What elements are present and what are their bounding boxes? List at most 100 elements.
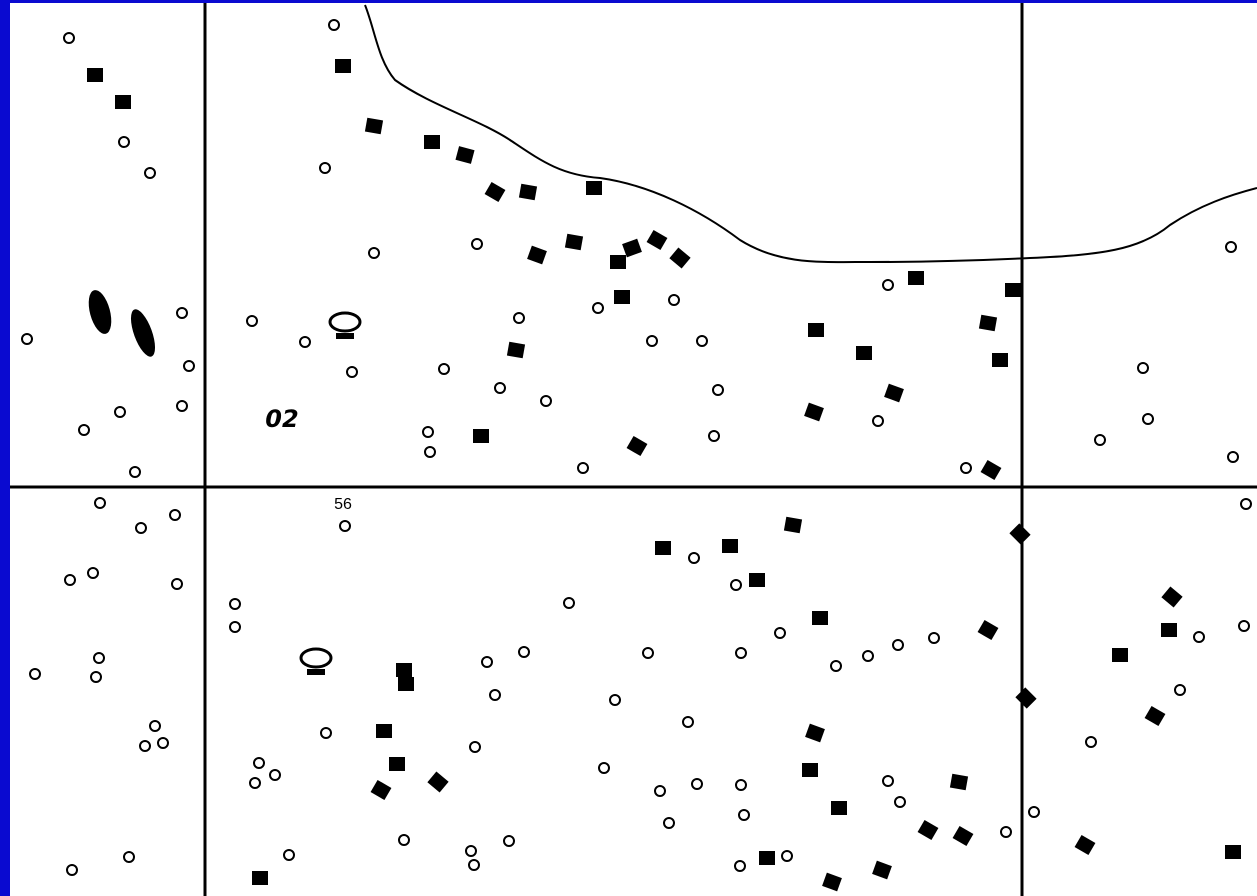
building	[518, 183, 538, 201]
pond	[88, 290, 112, 334]
point-symbol	[774, 627, 786, 639]
tank-symbol	[328, 311, 362, 333]
point-symbol	[346, 366, 358, 378]
building	[992, 353, 1008, 367]
building	[812, 611, 828, 625]
building	[455, 146, 475, 164]
coastline	[364, 4, 1257, 264]
building	[370, 779, 392, 801]
point-symbol	[892, 639, 904, 651]
point-symbol	[328, 19, 340, 31]
map: 02 56	[10, 3, 1257, 896]
map-label: 02	[265, 405, 298, 433]
point-symbol	[183, 360, 195, 372]
point-symbol	[319, 162, 331, 174]
point-symbol	[563, 597, 575, 609]
point-symbol	[299, 336, 311, 348]
point-symbol	[438, 363, 450, 375]
building	[564, 233, 584, 251]
point-symbol	[320, 727, 332, 739]
point-symbol	[882, 775, 894, 787]
point-symbol	[149, 720, 161, 732]
point-symbol	[63, 32, 75, 44]
building	[980, 459, 1002, 481]
point-symbol	[735, 779, 747, 791]
point-symbol	[682, 716, 694, 728]
point-symbol	[339, 520, 351, 532]
building	[856, 346, 872, 360]
point-symbol	[646, 335, 658, 347]
point-symbol	[424, 446, 436, 458]
point-symbol	[123, 851, 135, 863]
point-symbol	[246, 315, 258, 327]
point-symbol	[1028, 806, 1040, 818]
point-symbol	[1240, 498, 1252, 510]
point-symbol	[654, 785, 666, 797]
point-symbol	[734, 860, 746, 872]
building	[872, 860, 892, 880]
point-symbol	[93, 652, 105, 664]
building	[1005, 283, 1021, 297]
point-symbol	[1094, 434, 1106, 446]
point-symbol	[1225, 241, 1237, 253]
point-symbol	[642, 647, 654, 659]
point-symbol	[469, 741, 481, 753]
point-symbol	[471, 238, 483, 250]
point-symbol	[21, 333, 33, 345]
building	[822, 872, 842, 892]
building	[1009, 523, 1031, 545]
point-symbol	[882, 279, 894, 291]
point-symbol	[135, 522, 147, 534]
building	[908, 271, 924, 285]
point-symbol	[781, 850, 793, 862]
point-symbol	[229, 598, 241, 610]
building	[783, 516, 803, 534]
building	[252, 871, 268, 885]
point-symbol	[144, 167, 156, 179]
building	[804, 402, 824, 422]
point-symbol	[368, 247, 380, 259]
building	[805, 723, 825, 743]
building	[802, 763, 818, 777]
building	[831, 801, 847, 815]
pond	[130, 309, 156, 357]
point-symbol	[87, 567, 99, 579]
building	[1161, 586, 1183, 608]
point-symbol	[29, 668, 41, 680]
point-symbol	[830, 660, 842, 672]
building	[949, 773, 969, 791]
point-symbol	[609, 694, 621, 706]
building	[977, 619, 999, 641]
point-symbol	[691, 778, 703, 790]
point-symbol	[468, 859, 480, 871]
point-symbol	[118, 136, 130, 148]
point-symbol	[269, 769, 281, 781]
point-symbol	[90, 671, 102, 683]
building	[364, 117, 384, 135]
tank-base	[307, 669, 325, 675]
point-symbol	[862, 650, 874, 662]
point-symbol	[1174, 684, 1186, 696]
point-symbol	[481, 656, 493, 668]
point-symbol	[422, 426, 434, 438]
point-symbol	[64, 574, 76, 586]
building	[884, 383, 904, 403]
point-symbol	[176, 400, 188, 412]
point-symbol	[1142, 413, 1154, 425]
point-symbol	[465, 845, 477, 857]
point-symbol	[114, 406, 126, 418]
point-symbol	[663, 817, 675, 829]
building	[626, 435, 648, 457]
building	[473, 429, 489, 443]
building	[1074, 834, 1096, 856]
point-symbol	[249, 777, 261, 789]
point-symbol	[1137, 362, 1149, 374]
point-symbol	[668, 294, 680, 306]
building	[622, 238, 642, 258]
point-symbol	[157, 737, 169, 749]
building	[506, 341, 526, 359]
building	[586, 181, 602, 195]
building	[1161, 623, 1177, 637]
point-symbol	[894, 796, 906, 808]
